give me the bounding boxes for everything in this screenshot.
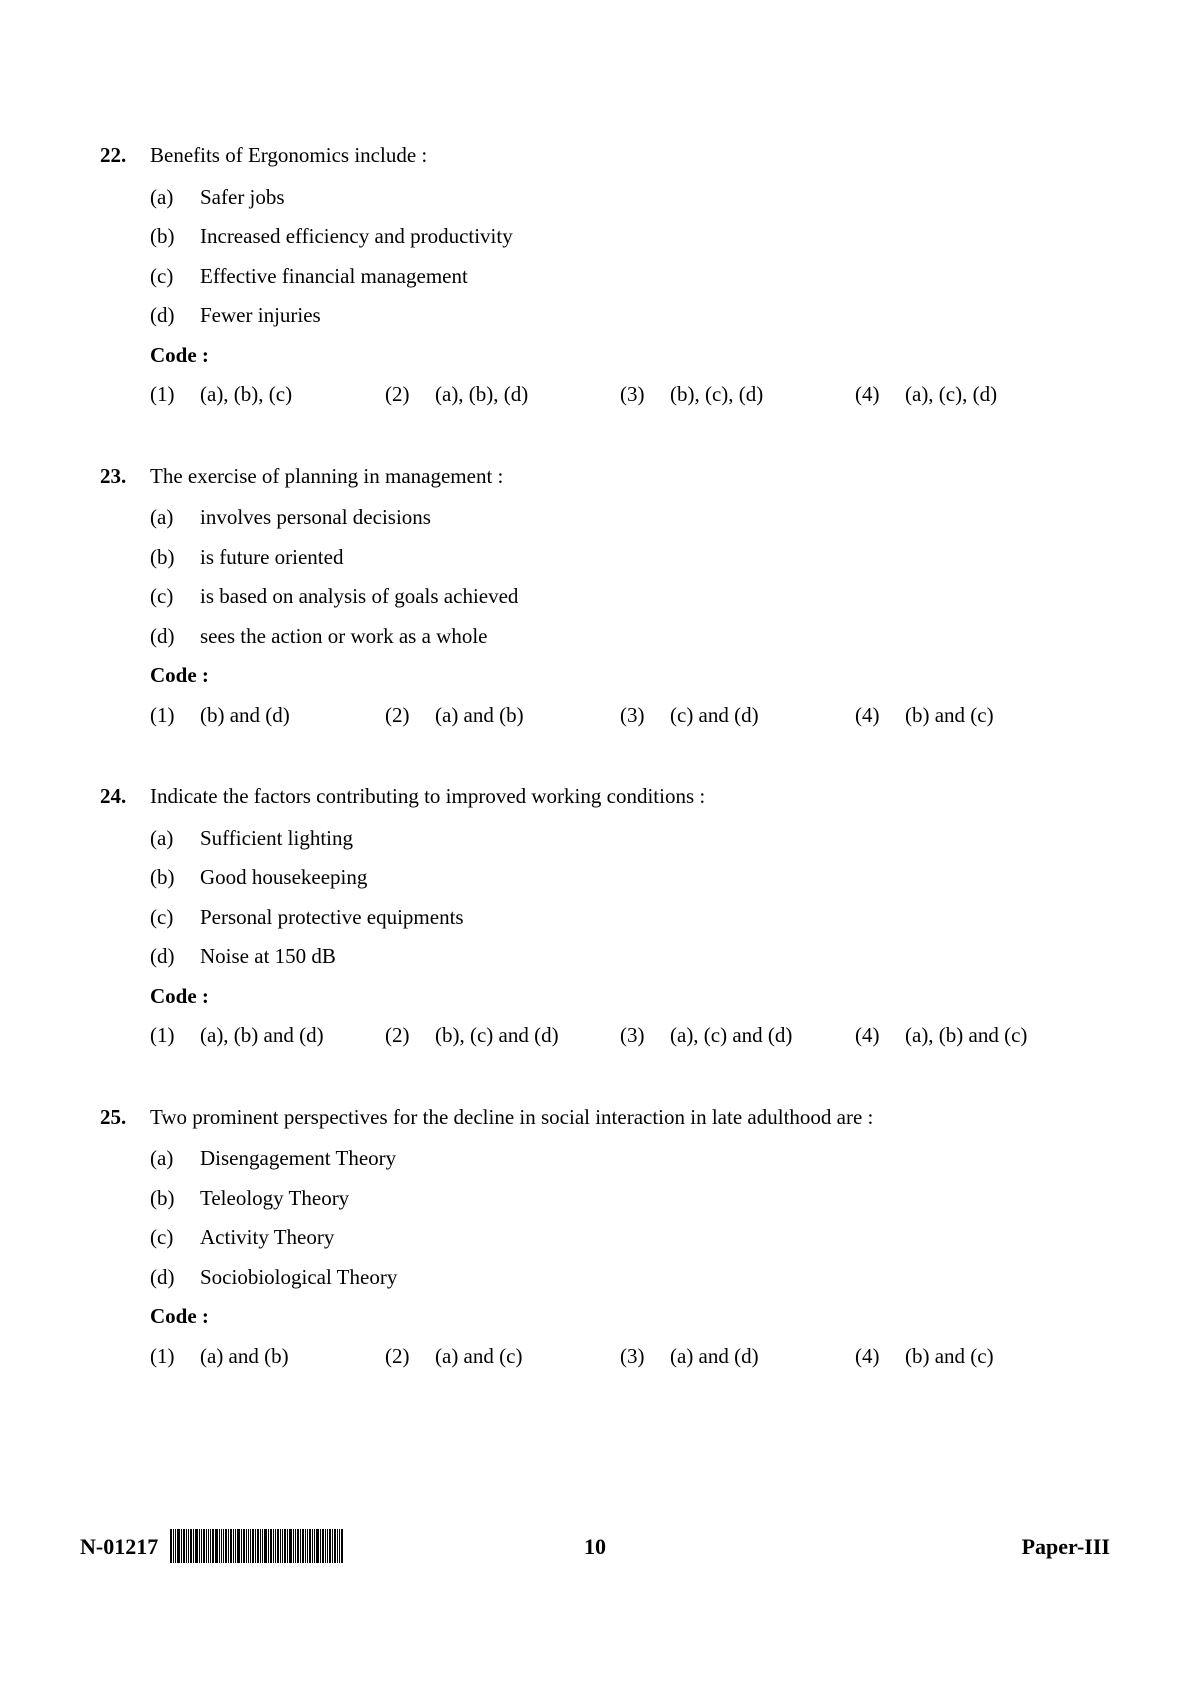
option-label: (c) — [150, 1222, 200, 1254]
option-text: is based on analysis of goals achieved — [200, 581, 1090, 613]
answer-row: (1)(b) and (d) (2)(a) and (b) (3)(c) and… — [150, 700, 1090, 732]
answer-num: (4) — [855, 1341, 905, 1373]
answer-text: (b), (c) and (d) — [435, 1020, 620, 1052]
option-label: (d) — [150, 941, 200, 973]
option-label: (d) — [150, 1262, 200, 1294]
option-text: Effective financial management — [200, 261, 1090, 293]
answer-num: (3) — [620, 379, 670, 411]
option-text: Personal protective equipments — [200, 902, 1090, 934]
question-22: 22. Benefits of Ergonomics include : (a)… — [100, 140, 1090, 411]
option-text: Increased efficiency and productivity — [200, 221, 1090, 253]
option-label: (a) — [150, 1143, 200, 1175]
option-label: (c) — [150, 261, 200, 293]
question-number: 22. — [100, 140, 150, 172]
question-number: 25. — [100, 1102, 150, 1134]
option-label: (b) — [150, 1183, 200, 1215]
answer-text: (a), (c), (d) — [905, 379, 1090, 411]
answer-row: (1)(a), (b) and (d) (2)(b), (c) and (d) … — [150, 1020, 1090, 1052]
answer-num: (3) — [620, 700, 670, 732]
question-stem: Indicate the factors contributing to imp… — [150, 781, 1090, 813]
answer-text: (a) and (d) — [670, 1341, 855, 1373]
answer-row: (1)(a) and (b) (2)(a) and (c) (3)(a) and… — [150, 1341, 1090, 1373]
option-text: Good housekeeping — [200, 862, 1090, 894]
answer-num: (2) — [385, 700, 435, 732]
code-label: Code : — [150, 340, 1090, 372]
option-text: Disengagement Theory — [200, 1143, 1090, 1175]
answer-text: (b) and (c) — [905, 1341, 1090, 1373]
answer-num: (4) — [855, 1020, 905, 1052]
question-stem: The exercise of planning in management : — [150, 461, 1090, 493]
question-24: 24. Indicate the factors contributing to… — [100, 781, 1090, 1052]
code-label: Code : — [150, 660, 1090, 692]
option-label: (b) — [150, 862, 200, 894]
answer-row: (1)(a), (b), (c) (2)(a), (b), (d) (3)(b)… — [150, 379, 1090, 411]
answer-num: (2) — [385, 1341, 435, 1373]
option-label: (d) — [150, 621, 200, 653]
option-text: Safer jobs — [200, 182, 1090, 214]
question-25: 25. Two prominent perspectives for the d… — [100, 1102, 1090, 1373]
option-text: Noise at 150 dB — [200, 941, 1090, 973]
answer-text: (c) and (d) — [670, 700, 855, 732]
option-label: (c) — [150, 902, 200, 934]
answer-num: (4) — [855, 379, 905, 411]
option-text: Activity Theory — [200, 1222, 1090, 1254]
answer-num: (1) — [150, 1341, 200, 1373]
code-label: Code : — [150, 1301, 1090, 1333]
option-text: sees the action or work as a whole — [200, 621, 1090, 653]
answer-text: (a), (c) and (d) — [670, 1020, 855, 1052]
option-text: Teleology Theory — [200, 1183, 1090, 1215]
question-23: 23. The exercise of planning in manageme… — [100, 461, 1090, 732]
page-footer: N-01217 10 Paper-III — [80, 1529, 1110, 1563]
option-label: (d) — [150, 300, 200, 332]
option-text: Fewer injuries — [200, 300, 1090, 332]
answer-num: (2) — [385, 1020, 435, 1052]
answer-num: (3) — [620, 1341, 670, 1373]
answer-text: (a) and (c) — [435, 1341, 620, 1373]
option-label: (c) — [150, 581, 200, 613]
answer-text: (a), (b) and (c) — [905, 1020, 1090, 1052]
question-number: 24. — [100, 781, 150, 813]
answer-text: (a), (b), (c) — [200, 379, 385, 411]
answer-num: (1) — [150, 379, 200, 411]
answer-text: (b) and (d) — [200, 700, 385, 732]
answer-num: (1) — [150, 1020, 200, 1052]
question-stem: Benefits of Ergonomics include : — [150, 140, 1090, 172]
option-label: (a) — [150, 502, 200, 534]
option-text: Sociobiological Theory — [200, 1262, 1090, 1294]
answer-text: (b) and (c) — [905, 700, 1090, 732]
paper-code: N-01217 — [80, 1530, 158, 1563]
option-text: Sufficient lighting — [200, 823, 1090, 855]
answer-text: (a) and (b) — [435, 700, 620, 732]
answer-text: (a), (b) and (d) — [200, 1020, 385, 1052]
question-number: 23. — [100, 461, 150, 493]
option-label: (b) — [150, 221, 200, 253]
footer-code-block: N-01217 — [80, 1529, 344, 1563]
option-label: (a) — [150, 182, 200, 214]
option-label: (a) — [150, 823, 200, 855]
page-content: 22. Benefits of Ergonomics include : (a)… — [100, 140, 1090, 1422]
answer-num: (2) — [385, 379, 435, 411]
answer-num: (4) — [855, 700, 905, 732]
option-text: involves personal decisions — [200, 502, 1090, 534]
page-number: 10 — [584, 1530, 606, 1563]
paper-label: Paper-III — [1022, 1530, 1110, 1563]
option-label: (b) — [150, 542, 200, 574]
answer-text: (a), (b), (d) — [435, 379, 620, 411]
code-label: Code : — [150, 981, 1090, 1013]
answer-num: (3) — [620, 1020, 670, 1052]
answer-text: (a) and (b) — [200, 1341, 385, 1373]
question-stem: Two prominent perspectives for the decli… — [150, 1102, 1090, 1134]
barcode-icon — [170, 1529, 344, 1563]
answer-text: (b), (c), (d) — [670, 379, 855, 411]
answer-num: (1) — [150, 700, 200, 732]
option-text: is future oriented — [200, 542, 1090, 574]
